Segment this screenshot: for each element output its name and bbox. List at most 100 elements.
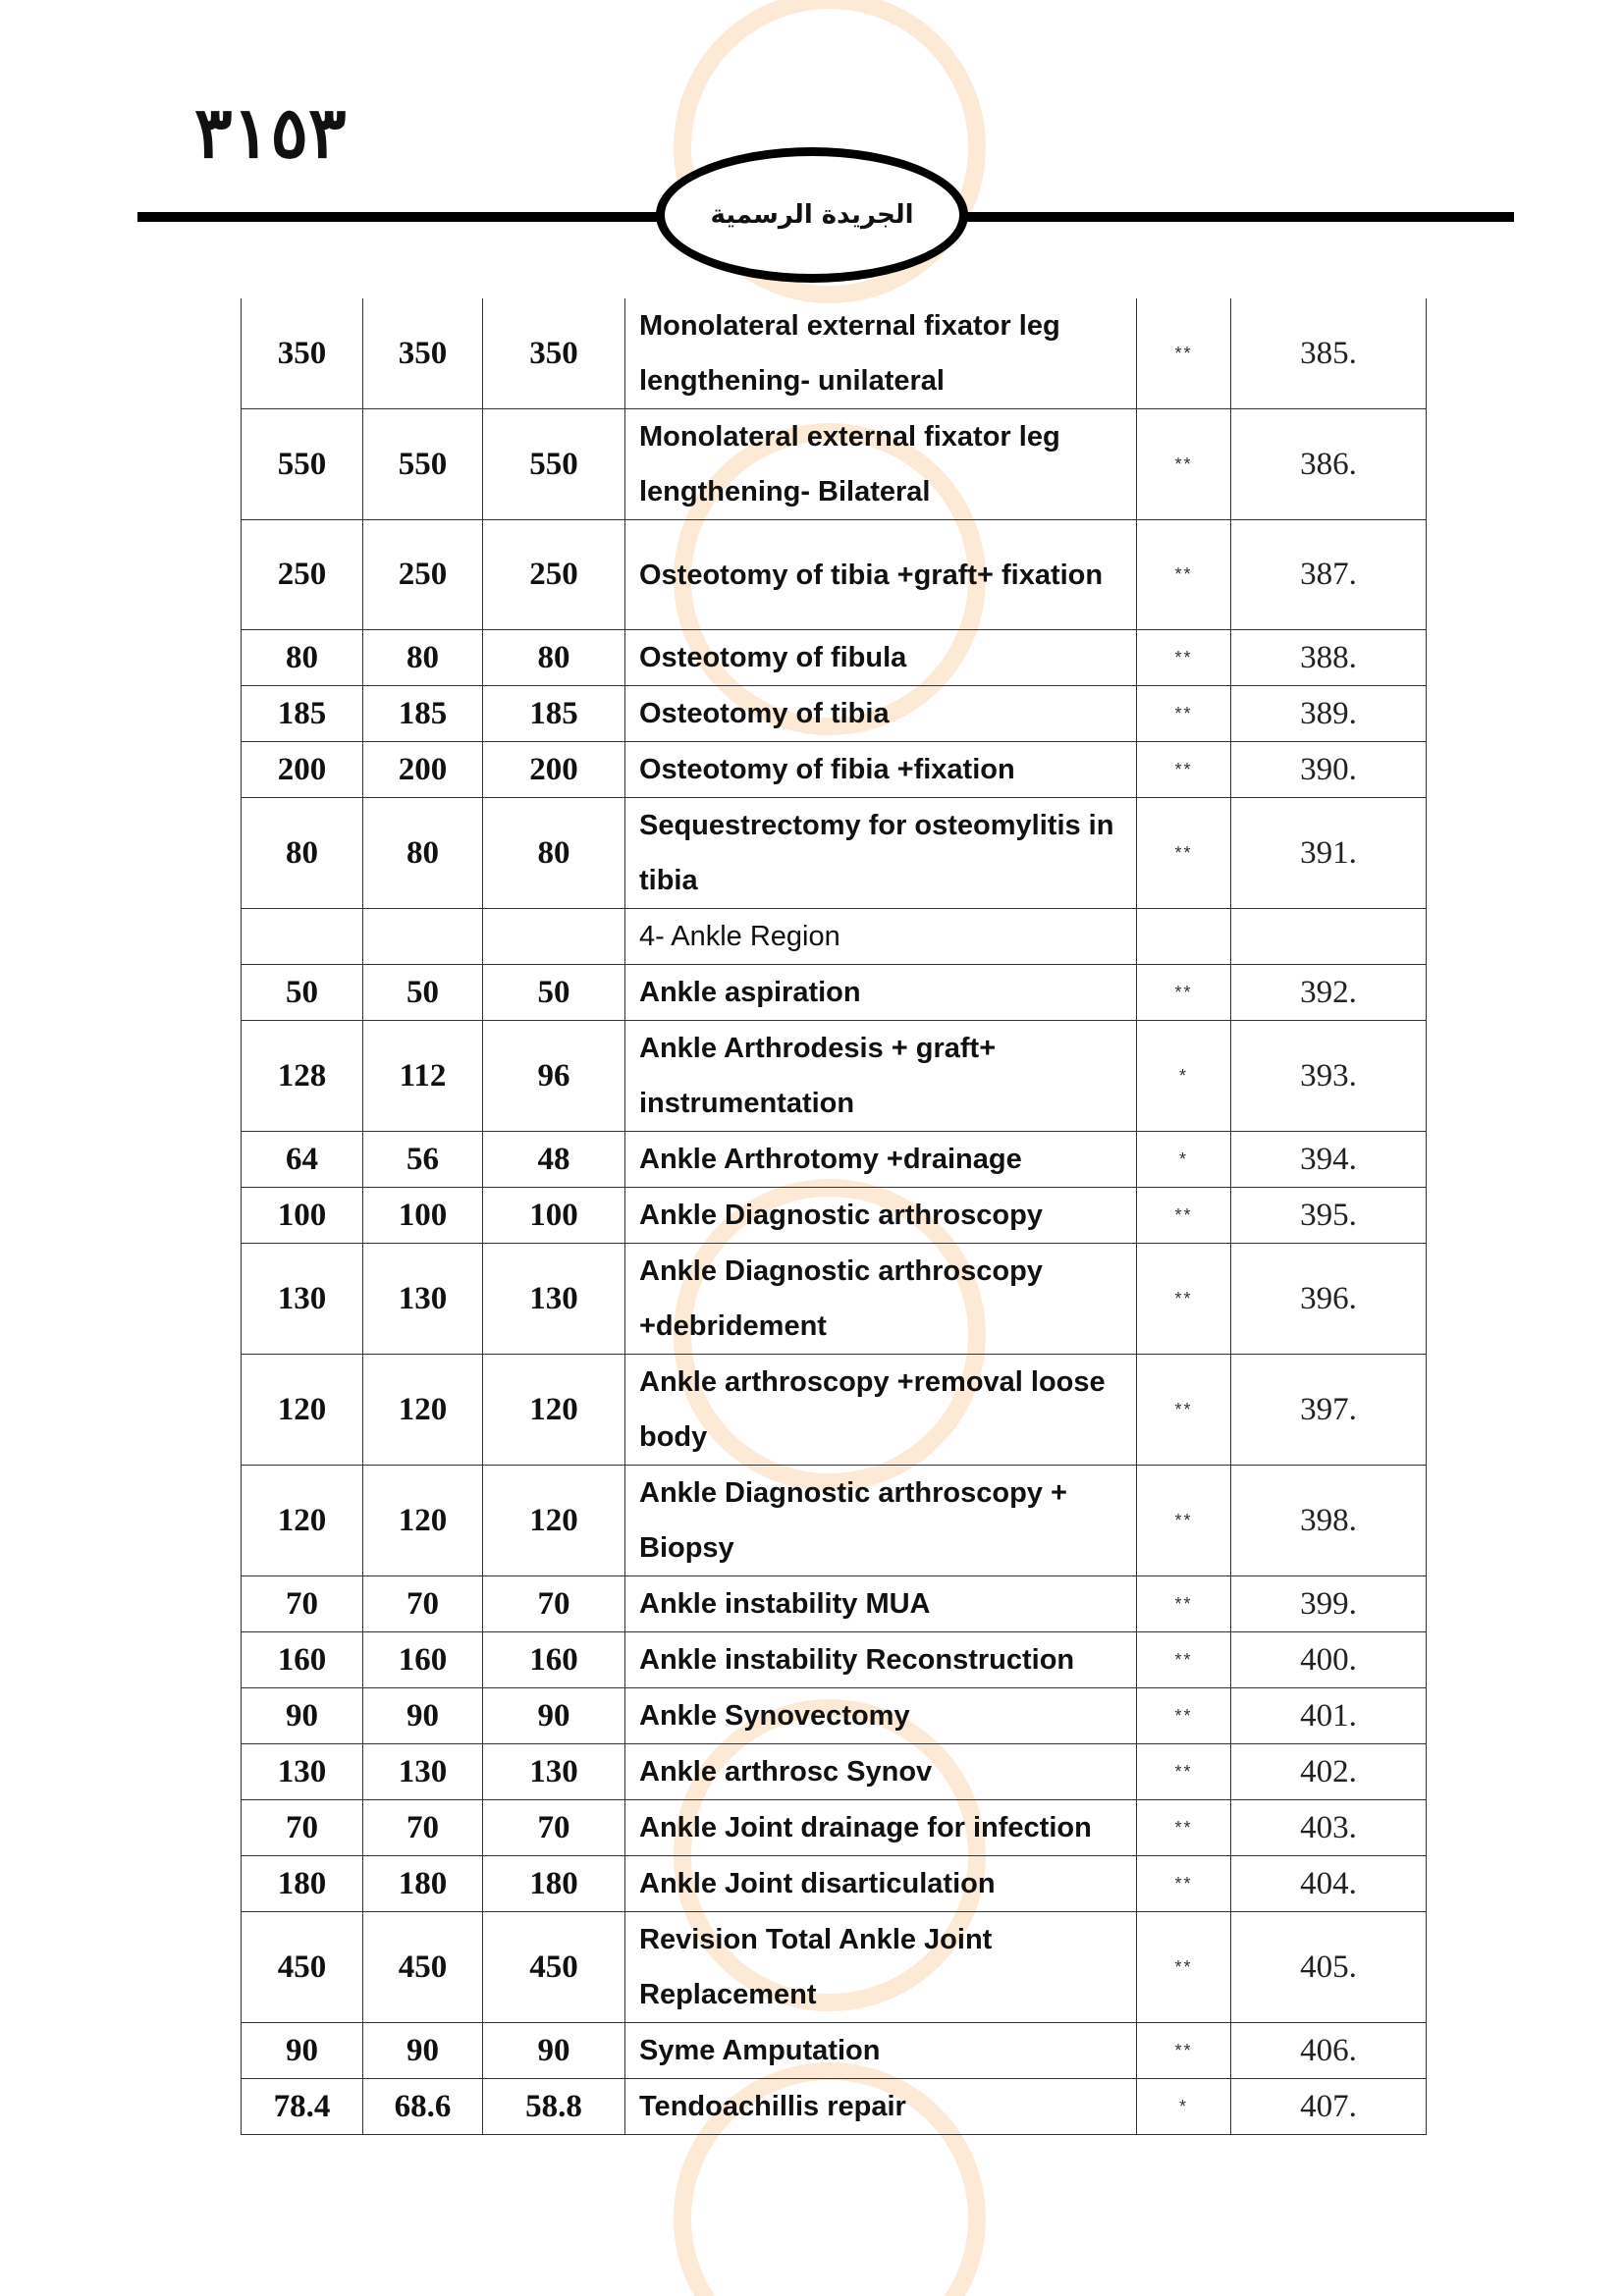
table-row: 180 180 180 Ankle Joint disarticulation ** 40…	[241, 1855, 1427, 1912]
fee-cell-1: 130	[241, 1243, 363, 1355]
fee-cell-1: 550	[241, 408, 363, 520]
table-row: 50 50 50 Ankle aspiration ** 392.	[241, 964, 1427, 1021]
fee-cell-2: 90	[362, 1687, 483, 1744]
fee-cell-2: 120	[362, 1465, 483, 1576]
procedure-description: Monolateral external fixator leg lengthe…	[624, 298, 1137, 409]
fee-cell-2: 112	[362, 1020, 483, 1132]
fee-cell-2: 130	[362, 1743, 483, 1800]
fee-cell-2: 120	[362, 1354, 483, 1466]
fee-cell-3: 80	[482, 629, 625, 686]
category-mark	[1136, 908, 1231, 965]
table-row: 70 70 70 Ankle instability MUA ** 399.	[241, 1575, 1427, 1632]
procedure-description: Ankle Diagnostic arthroscopy	[624, 1187, 1137, 1244]
category-mark: **	[1136, 1631, 1231, 1688]
fee-cell-1: 80	[241, 797, 363, 909]
fee-cell-2: 185	[362, 685, 483, 742]
category-mark: **	[1136, 1575, 1231, 1632]
item-number	[1230, 908, 1427, 965]
fee-cell-3: 100	[482, 1187, 625, 1244]
fee-cell-3: 90	[482, 2022, 625, 2079]
fee-cell-1: 90	[241, 1687, 363, 1744]
category-mark: **	[1136, 519, 1231, 630]
procedure-description: Ankle arthrosc Synov	[624, 1743, 1137, 1800]
fee-cell-2: 550	[362, 408, 483, 520]
procedure-description: Ankle Synovectomy	[624, 1687, 1137, 1744]
fee-cell-1: 128	[241, 1020, 363, 1132]
table-row: 128 112 96 Ankle Arthrodesis + graft+ instr…	[241, 1020, 1427, 1132]
fee-cell-2: 350	[362, 298, 483, 409]
table-row: 550 550 550 Monolateral external fixator le…	[241, 408, 1427, 520]
item-number: 407.	[1230, 2078, 1427, 2135]
fee-cell-1: 70	[241, 1575, 363, 1632]
category-mark: **	[1136, 1855, 1231, 1912]
fee-cell-3	[482, 908, 625, 965]
fee-cell-2: 80	[362, 797, 483, 909]
fee-cell-3: 70	[482, 1575, 625, 1632]
fee-table: 350 350 350 Monolateral external fixator le…	[241, 298, 1427, 2135]
fee-cell-2: 250	[362, 519, 483, 630]
procedure-description: Ankle Joint drainage for infection	[624, 1799, 1137, 1856]
fee-cell-3: 200	[482, 741, 625, 798]
fee-cell-2: 80	[362, 629, 483, 686]
fee-cell-2: 70	[362, 1575, 483, 1632]
table-row: 100 100 100 Ankle Diagnostic arthroscopy ** 3…	[241, 1187, 1427, 1244]
item-number: 400.	[1230, 1631, 1427, 1688]
procedure-description: Ankle instability MUA	[624, 1575, 1137, 1632]
category-mark: **	[1136, 1243, 1231, 1355]
table-row: 120 120 120 Ankle Diagnostic arthroscopy + …	[241, 1465, 1427, 1576]
item-number: 404.	[1230, 1855, 1427, 1912]
table-row: 200 200 200 Osteotomy of fibia +fixation ** 3…	[241, 741, 1427, 798]
table-row: 130 130 130 Ankle Diagnostic arthroscopy +d…	[241, 1243, 1427, 1355]
fee-cell-1	[241, 908, 363, 965]
fee-cell-1: 180	[241, 1855, 363, 1912]
procedure-description: Monolateral external fixator leg lengthe…	[624, 408, 1137, 520]
table-row: 185 185 185 Osteotomy of tibia ** 389.	[241, 685, 1427, 742]
table-row: 64 56 48 Ankle Arthrotomy +drainage * 394.	[241, 1131, 1427, 1188]
item-number: 391.	[1230, 797, 1427, 909]
category-mark: **	[1136, 1465, 1231, 1576]
item-number: 402.	[1230, 1743, 1427, 1800]
fee-cell-2: 130	[362, 1243, 483, 1355]
fee-cell-1: 450	[241, 1911, 363, 2023]
fee-cell-1: 120	[241, 1354, 363, 1466]
fee-cell-3: 50	[482, 964, 625, 1021]
section-row: 4- Ankle Region	[241, 908, 1427, 965]
table-row: 130 130 130 Ankle arthrosc Synov ** 402.	[241, 1743, 1427, 1800]
fee-cell-3: 185	[482, 685, 625, 742]
procedure-description: Osteotomy of fibia +fixation	[624, 741, 1137, 798]
category-mark: **	[1136, 685, 1231, 742]
procedure-description: Revision Total Ankle Joint Replacement	[624, 1911, 1137, 2023]
table-row: 120 120 120 Ankle arthroscopy +removal loos…	[241, 1354, 1427, 1466]
procedure-description: Tendoachillis repair	[624, 2078, 1137, 2135]
category-mark: **	[1136, 1911, 1231, 2023]
procedure-description: Ankle Diagnostic arthroscopy +debridemen…	[624, 1243, 1137, 1355]
item-number: 394.	[1230, 1131, 1427, 1188]
item-number: 386.	[1230, 408, 1427, 520]
fee-cell-3: 130	[482, 1243, 625, 1355]
table-row: 250 250 250 Osteotomy of tibia +graft+ fixa…	[241, 519, 1427, 630]
table-row: 80 80 80 Osteotomy of fibula ** 388.	[241, 629, 1427, 686]
fee-cell-1: 100	[241, 1187, 363, 1244]
procedure-description: Ankle arthroscopy +removal loose body	[624, 1354, 1137, 1466]
item-number: 398.	[1230, 1465, 1427, 1576]
category-mark: **	[1136, 797, 1231, 909]
fee-cell-3: 80	[482, 797, 625, 909]
fee-cell-3: 48	[482, 1131, 625, 1188]
fee-cell-2: 450	[362, 1911, 483, 2023]
fee-cell-3: 70	[482, 1799, 625, 1856]
fee-cell-2: 56	[362, 1131, 483, 1188]
procedure-description: Ankle instability Reconstruction	[624, 1631, 1137, 1688]
fee-cell-1: 50	[241, 964, 363, 1021]
fee-cell-2: 100	[362, 1187, 483, 1244]
procedure-description: Osteotomy of tibia	[624, 685, 1137, 742]
fee-cell-2: 90	[362, 2022, 483, 2079]
fee-cell-3: 180	[482, 1855, 625, 1912]
table-row: 80 80 80 Sequestrectomy for osteomylitis in…	[241, 797, 1427, 909]
procedure-description: Sequestrectomy for osteomylitis in tibia	[624, 797, 1137, 909]
fee-cell-3: 120	[482, 1354, 625, 1466]
fee-cell-3: 130	[482, 1743, 625, 1800]
fee-cell-2	[362, 908, 483, 965]
fee-cell-1: 160	[241, 1631, 363, 1688]
table-row: 90 90 90 Ankle Synovectomy ** 401.	[241, 1687, 1427, 1744]
category-mark: **	[1136, 741, 1231, 798]
